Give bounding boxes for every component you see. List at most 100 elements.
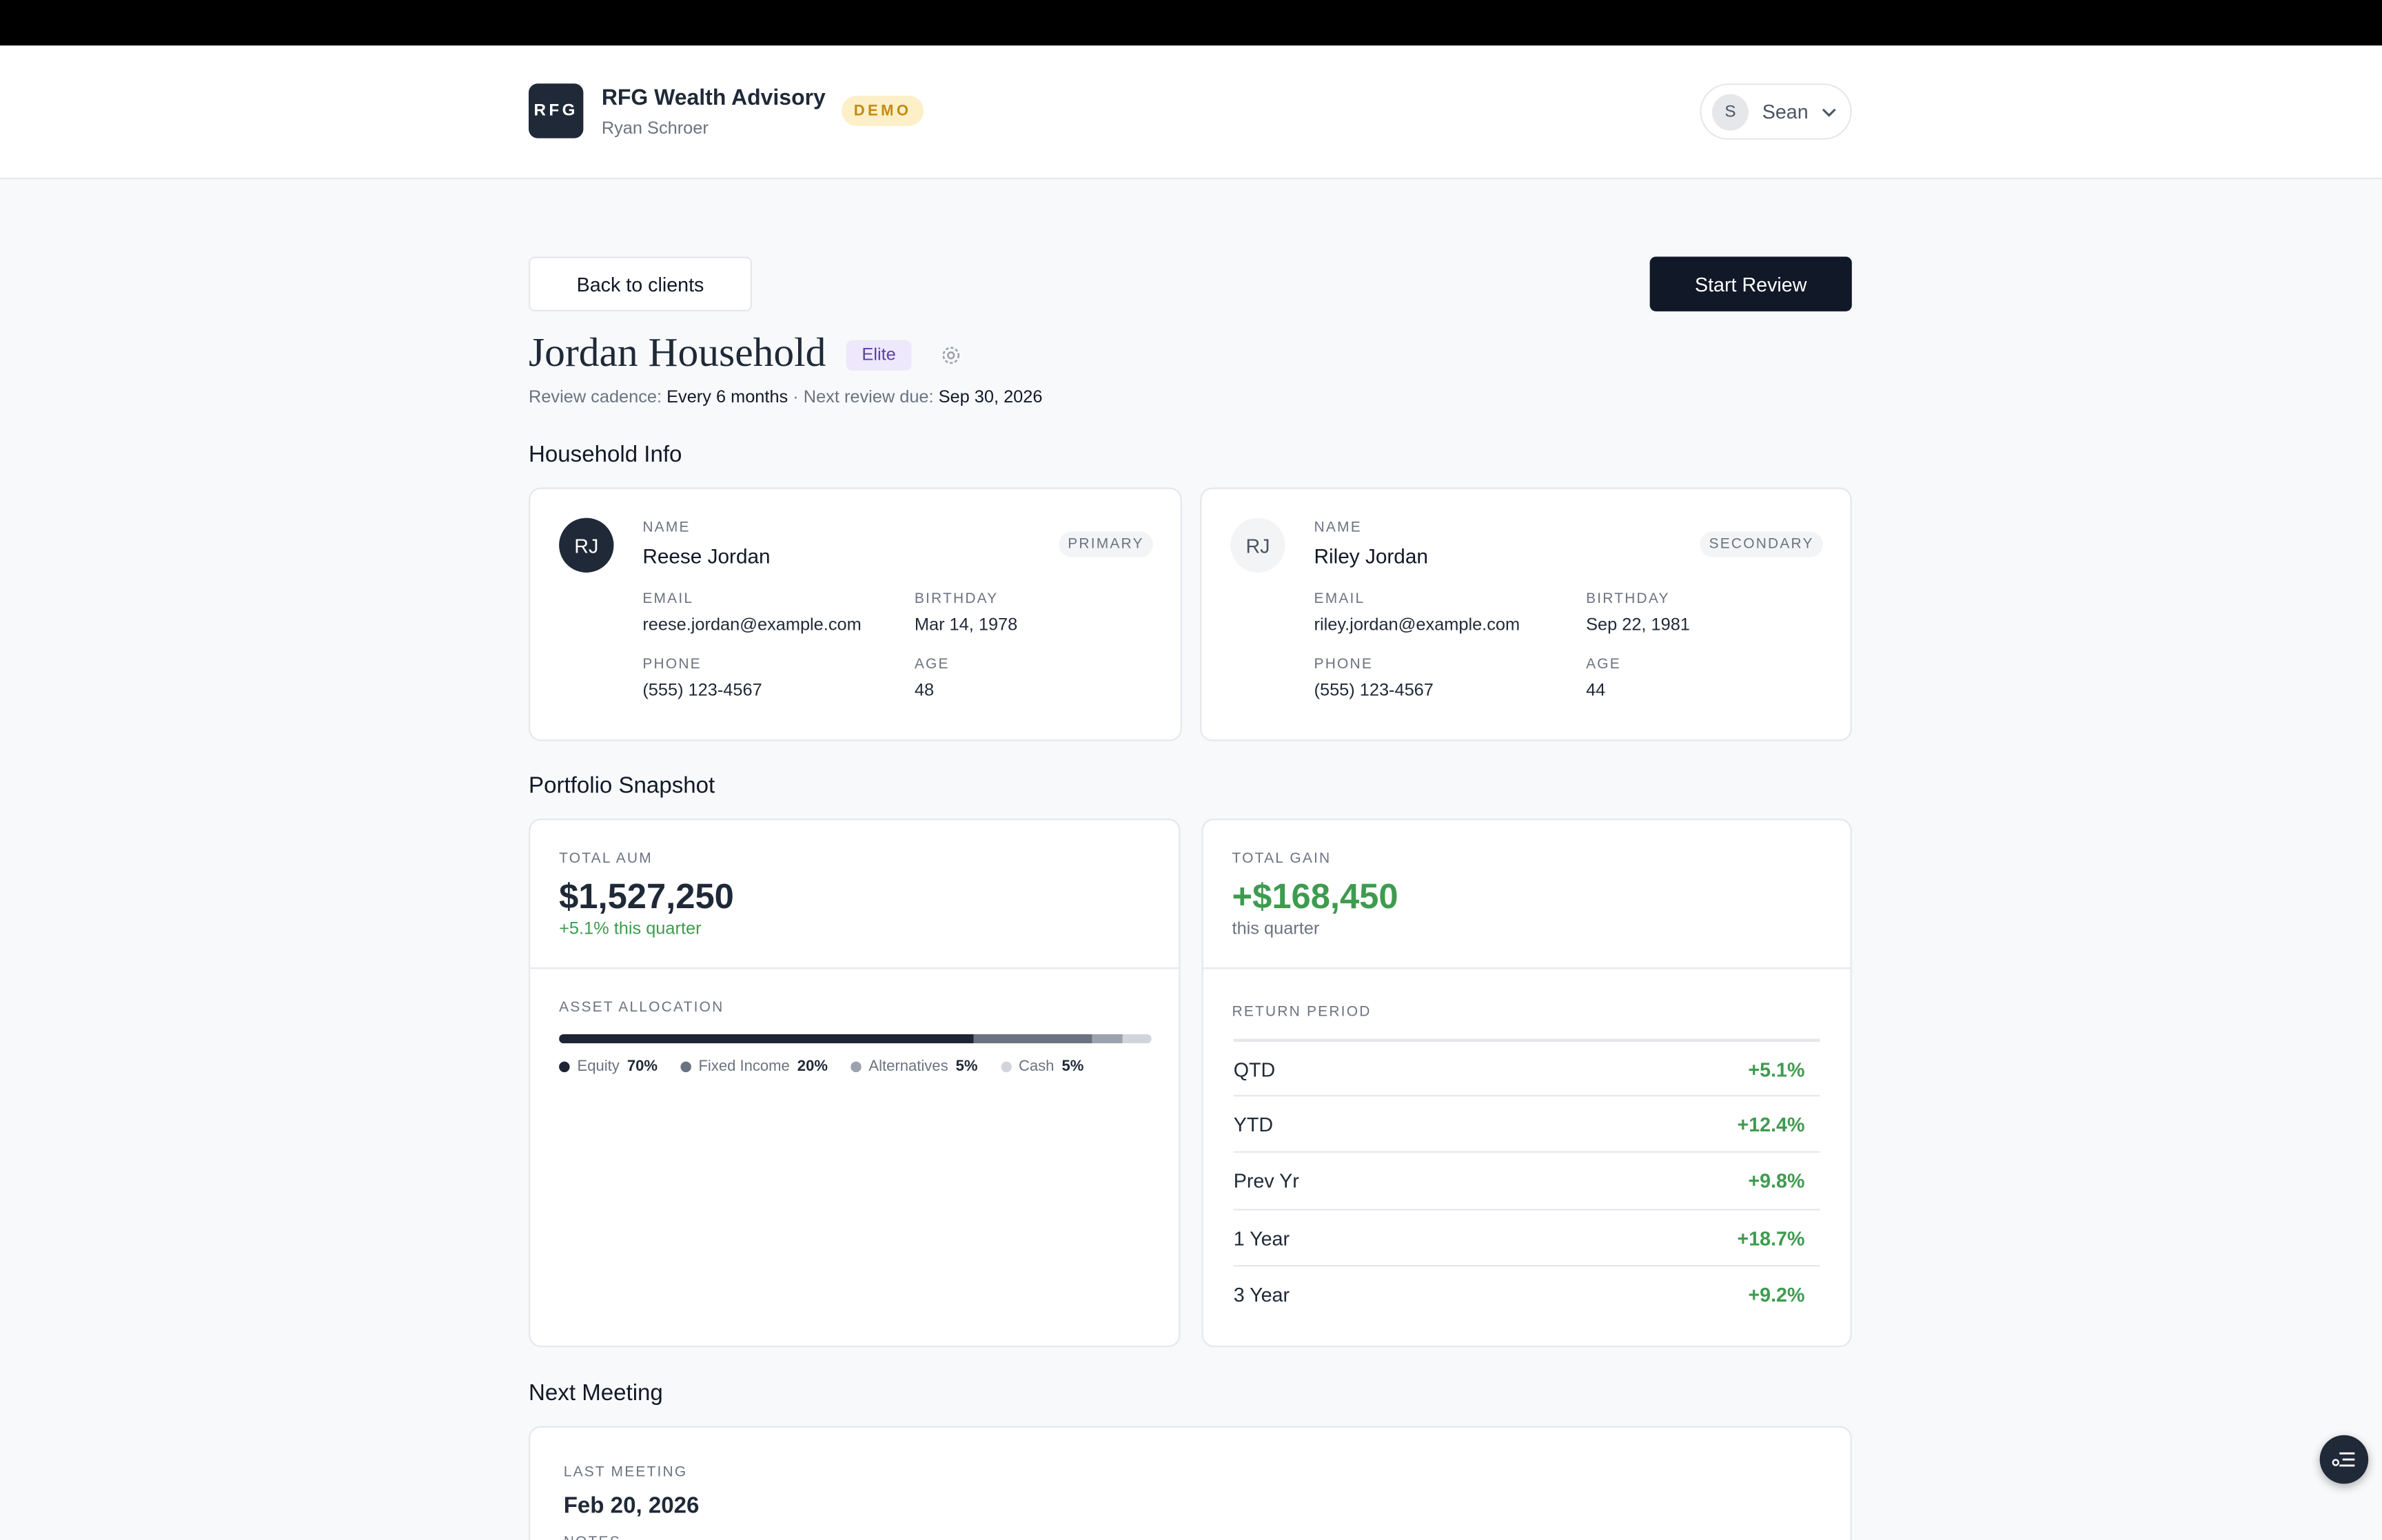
return-value: +12.4% <box>1737 1113 1805 1137</box>
allocation-label: ASSET ALLOCATION <box>559 999 724 1016</box>
advisor-name: Ryan Schroer <box>601 120 709 138</box>
aum-value: $1,527,250 <box>559 876 734 916</box>
member-card: RJ SECONDARY NAME Riley Jordan EMAIL riley.jo… <box>1200 487 1852 741</box>
return-value: +18.7% <box>1737 1226 1805 1250</box>
legend-dot <box>1000 1061 1011 1073</box>
gain-note: this quarter <box>1232 920 1320 939</box>
last-meeting-label: LAST MEETING <box>563 1464 688 1481</box>
gain-label: TOTAL GAIN <box>1232 850 1332 867</box>
return-row: Prev Yr +9.8% <box>1233 1151 1820 1210</box>
legend-value: 5% <box>955 1058 978 1076</box>
review-line: Review cadence: Every 6 months · Next re… <box>529 389 1042 407</box>
legend-value: 5% <box>1061 1058 1084 1076</box>
member-phone: (555) 123-4567 <box>1314 681 1434 701</box>
allocation-segment <box>973 1034 1092 1044</box>
legend-name: Fixed Income <box>698 1058 790 1076</box>
legend-name: Equity <box>577 1058 620 1076</box>
legend-item: Cash 5% <box>1000 1058 1084 1076</box>
allocation-bar <box>559 1034 1152 1044</box>
cadence: Every 6 months <box>666 389 788 407</box>
member-card: RJ PRIMARY NAME Reese Jordan EMAIL reese.jord… <box>529 487 1182 741</box>
aum-card: TOTAL AUM $1,527,250 +5.1% this quarter … <box>529 819 1181 1348</box>
last-meeting-date: Feb 20, 2026 <box>563 1492 700 1519</box>
legend-item: Equity 70% <box>559 1058 658 1076</box>
return-period: QTD <box>1233 1058 1276 1082</box>
allocation-legend: Equity 70% Fixed Income 20% Alternatives 5% Ca… <box>559 1058 1084 1076</box>
member-email: riley.jordan@example.com <box>1314 616 1520 635</box>
member-email-label: EMAIL <box>1314 591 1365 608</box>
legend-dot <box>680 1061 691 1073</box>
header: RFG RFG Wealth Advisory Ryan Schroer DEM… <box>0 45 2382 180</box>
return-row: 1 Year +18.7% <box>1233 1208 1820 1266</box>
role-badge: PRIMARY <box>1058 531 1153 557</box>
member-age: 48 <box>914 681 935 701</box>
return-row: 3 Year +9.2% <box>1233 1264 1820 1323</box>
user-menu[interactable]: S Sean <box>1700 83 1852 140</box>
floating-button[interactable] <box>2319 1435 2369 1484</box>
return-row: YTD +12.4% <box>1233 1095 1820 1153</box>
member-name-label: NAME <box>642 519 691 537</box>
return-period: 3 Year <box>1233 1283 1290 1306</box>
member-phone-label: PHONE <box>642 656 702 673</box>
section-title: Next Meeting <box>529 1380 663 1406</box>
logo[interactable]: RFG <box>529 83 584 138</box>
member-avatar: RJ <box>559 517 614 573</box>
return-row: QTD +5.1% <box>1233 1038 1820 1098</box>
gain-value: +$168,450 <box>1232 876 1398 916</box>
return-period: YTD <box>1233 1113 1274 1137</box>
allocation-segment <box>1121 1034 1152 1044</box>
member-birthday: Mar 14, 1978 <box>914 616 1018 635</box>
member-email: reese.jordan@example.com <box>642 616 862 635</box>
company-name: RFG Wealth Advisory <box>601 86 826 111</box>
legend-item: Alternatives 5% <box>850 1058 978 1076</box>
notes-label: NOTES <box>564 1534 621 1540</box>
demo-badge: DEMO <box>842 95 924 126</box>
return-value: +9.8% <box>1748 1170 1805 1193</box>
section-title: Portfolio Snapshot <box>529 772 715 799</box>
chevron-icon <box>1822 108 1836 117</box>
legend-name: Alternatives <box>868 1058 948 1076</box>
start-review-button[interactable]: Start Review <box>1649 256 1852 311</box>
due-label: · Next review due: <box>793 389 934 407</box>
member-avatar: RJ <box>1230 517 1285 573</box>
member-age-label: AGE <box>1586 656 1621 673</box>
legend-dot <box>559 1061 570 1073</box>
member-phone: (555) 123-4567 <box>642 681 762 701</box>
legend-value: 70% <box>627 1058 658 1076</box>
aum-label: TOTAL AUM <box>559 850 653 867</box>
member-phone-label: PHONE <box>1314 656 1374 673</box>
cadence-label: Review cadence: <box>529 389 662 407</box>
meeting-card: LAST MEETING Feb 20, 2026 NOTES <box>529 1426 1852 1540</box>
allocation-segment <box>1092 1034 1122 1044</box>
legend-item: Fixed Income 20% <box>680 1058 828 1076</box>
member-name-label: NAME <box>1314 519 1362 537</box>
return-value: +9.2% <box>1748 1283 1805 1306</box>
member-birthday: Sep 22, 1981 <box>1586 616 1690 635</box>
divider <box>530 967 1179 969</box>
back-button[interactable]: Back to clients <box>529 256 753 311</box>
member-age-label: AGE <box>914 656 950 673</box>
menu-icon <box>2332 1452 2355 1467</box>
user-avatar: S <box>1712 94 1749 131</box>
due-date: Sep 30, 2026 <box>938 389 1043 407</box>
returns-label: RETURN PERIOD <box>1232 1003 1372 1021</box>
legend-name: Cash <box>1018 1058 1055 1076</box>
settings-icon[interactable] <box>940 345 961 366</box>
top-bar <box>0 0 2382 46</box>
divider <box>1203 967 1851 969</box>
household-title: Jordan Household <box>529 329 826 376</box>
user-name: Sean <box>1762 100 1809 123</box>
member-name: Riley Jordan <box>1314 545 1428 568</box>
member-name: Reese Jordan <box>642 545 771 568</box>
return-period: 1 Year <box>1233 1226 1290 1250</box>
aum-change: +5.1% this quarter <box>559 920 702 939</box>
return-period: Prev Yr <box>1233 1170 1299 1193</box>
allocation-segment <box>559 1034 974 1044</box>
section-title: Household Info <box>529 442 682 468</box>
legend-value: 20% <box>797 1058 828 1076</box>
member-birthday-label: BIRTHDAY <box>914 591 999 608</box>
gain-card: TOTAL GAIN +$168,450 this quarter RETURN… <box>1201 819 1852 1348</box>
member-email-label: EMAIL <box>642 591 694 608</box>
